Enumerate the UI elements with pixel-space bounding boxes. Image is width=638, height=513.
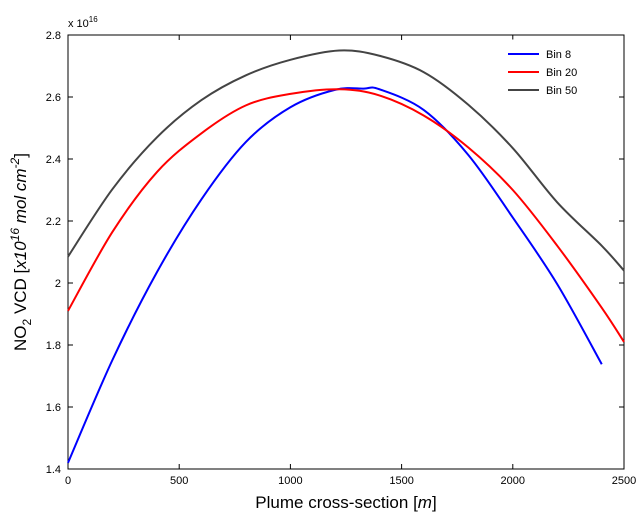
y-tick-label: 1.4 <box>46 464 61 476</box>
y-tick-label: 2 <box>55 278 61 290</box>
series-line-bin-20 <box>67 88 625 343</box>
plot-area <box>67 34 625 470</box>
x-tick-label: 1000 <box>278 475 302 487</box>
y-tick-label: 2.6 <box>46 92 61 104</box>
y-tick-label: 2.8 <box>46 30 61 42</box>
x-tick-label: 0 <box>65 475 71 487</box>
x-tick-label: 1500 <box>389 475 413 487</box>
y-tick-label: 2.4 <box>46 154 61 166</box>
x-tick-label: 2500 <box>612 475 636 487</box>
series-lines <box>67 49 625 464</box>
y-tick-label: 1.6 <box>46 402 61 414</box>
x-tick-label: 500 <box>170 475 188 487</box>
y-tick-label: 2.2 <box>46 216 61 228</box>
series-line-bin-50 <box>67 49 625 272</box>
x-axis-label: Plume cross-section [m] <box>255 493 436 512</box>
legend: Bin 8 Bin 20 Bin 50 <box>501 39 621 97</box>
y-tick-label: 1.8 <box>46 340 61 352</box>
legend-label-bin-8: Bin 8 <box>546 49 571 61</box>
y-axis-label: NO2 VCD [x1016 mol cm-2] <box>8 153 34 351</box>
ticks: 0 500 1000 1500 2000 2500 1.4 1.6 1.8 2 2.2 2.4 2.6 2… <box>46 30 637 487</box>
legend-label-bin-50: Bin 50 <box>546 85 577 97</box>
legend-box <box>501 39 621 97</box>
legend-label-bin-20: Bin 20 <box>546 67 577 79</box>
x-tick-label: 2000 <box>501 475 525 487</box>
y-multiplier: x 1016 <box>68 15 98 30</box>
